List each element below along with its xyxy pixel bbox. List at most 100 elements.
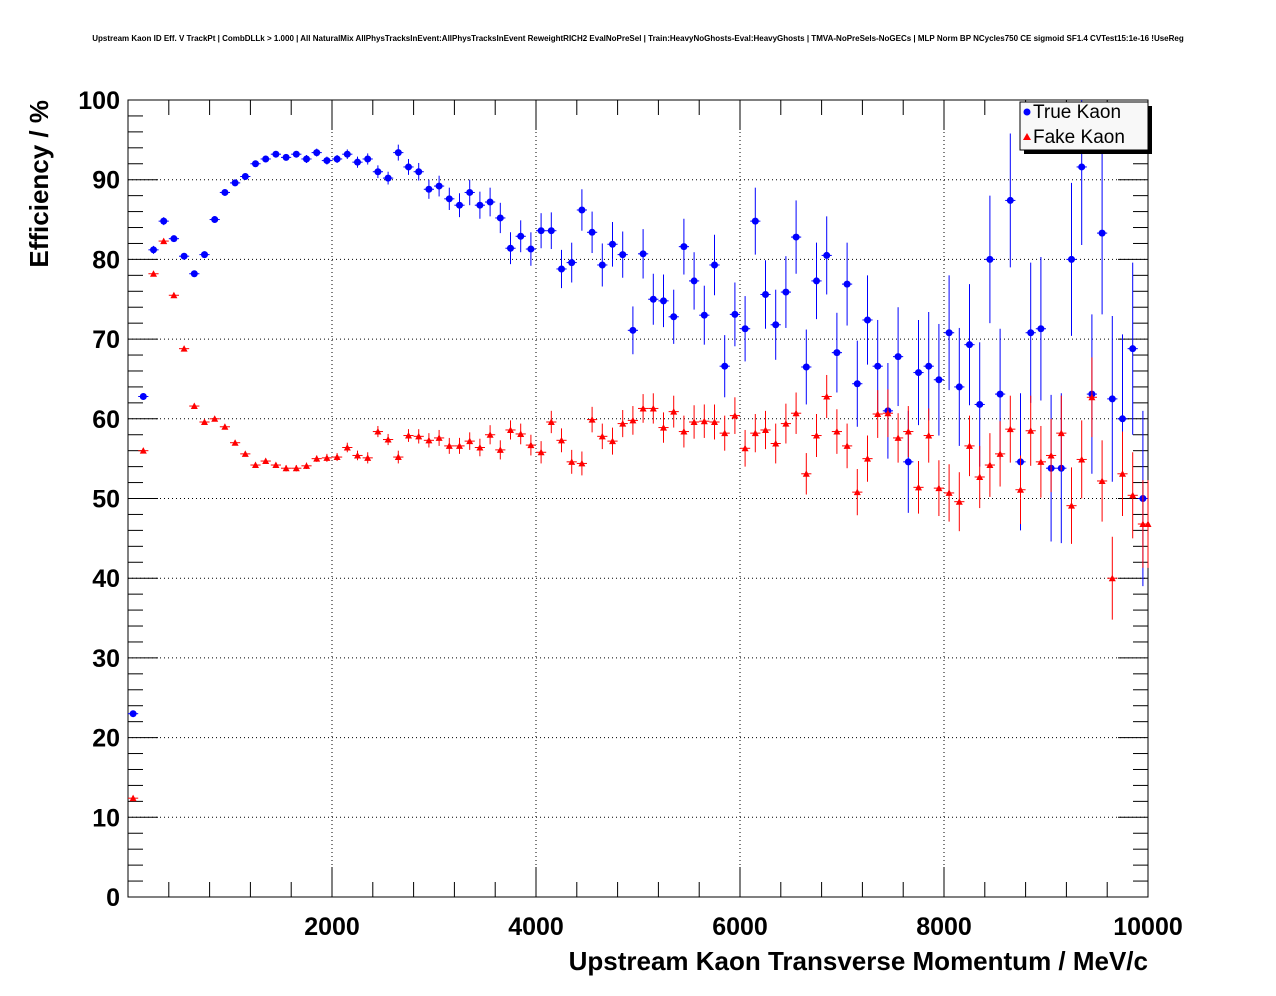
data-point: [660, 424, 667, 431]
data-point: [1027, 329, 1035, 337]
data-point: [1129, 345, 1137, 353]
data-point: [537, 227, 545, 235]
data-point: [629, 416, 637, 424]
plot-frame: [128, 100, 1148, 897]
data-point: [170, 291, 178, 299]
data-point: [1119, 470, 1126, 477]
data-point: [762, 426, 769, 433]
data-point: [160, 217, 168, 225]
data-point: [272, 461, 280, 469]
data-point: [466, 437, 474, 445]
data-point: [241, 450, 249, 457]
data-point: [456, 442, 463, 449]
x-tick-label: 2000: [304, 913, 360, 941]
data-point: [313, 455, 321, 462]
data-point: [823, 392, 831, 400]
data-point: [619, 420, 627, 427]
data-point: [721, 429, 729, 437]
data-point: [190, 270, 198, 278]
data-point: [150, 270, 157, 277]
data-point: [813, 432, 820, 439]
x-axis-title: Upstream Kaon Transverse Momentum / MeV/…: [569, 946, 1148, 976]
data-point: [486, 431, 494, 438]
data-point: [731, 412, 739, 419]
x-tick-label: 8000: [916, 913, 972, 941]
data-point: [874, 410, 882, 418]
data-point: [904, 428, 912, 435]
data-point: [231, 179, 239, 187]
data-point: [598, 432, 606, 440]
data-point: [955, 383, 963, 391]
data-point: [976, 473, 984, 480]
data-point: [853, 488, 861, 496]
legend-true-kaon-marker: [1023, 108, 1031, 116]
data-point: [558, 436, 565, 444]
data-point: [435, 182, 443, 190]
data-point: [813, 277, 820, 285]
data-point: [1119, 415, 1126, 423]
data-point: [262, 457, 270, 465]
data-point: [935, 484, 943, 492]
data-point: [201, 418, 208, 425]
data-point: [405, 163, 412, 171]
data-point: [609, 240, 616, 248]
data-point: [598, 261, 606, 269]
data-point: [1057, 429, 1065, 437]
data-point: [190, 402, 198, 410]
data-point: [405, 432, 412, 439]
data-point: [180, 345, 188, 352]
data-point: [1108, 395, 1116, 403]
data-point: [1068, 502, 1075, 509]
data-point: [690, 277, 698, 285]
data-point: [1006, 196, 1014, 204]
data-point: [231, 439, 239, 446]
data-point: [639, 404, 647, 412]
grid-layer: [128, 100, 1148, 897]
legend-true-kaon-label: True Kaon: [1033, 102, 1121, 123]
series-true-kaon: [128, 100, 1148, 718]
chart-title: Upstream Kaon ID Eff. V TrackPt | CombDL…: [92, 34, 1184, 43]
data-point: [833, 428, 841, 435]
data-layer: [128, 100, 1152, 802]
y-tick-label: 20: [92, 725, 120, 753]
data-point: [711, 261, 718, 269]
data-point: [129, 710, 137, 718]
data-point: [772, 440, 780, 447]
data-point: [955, 498, 963, 505]
data-point: [1129, 491, 1137, 499]
data-point: [751, 429, 759, 437]
data-point: [1098, 477, 1106, 484]
data-point: [476, 201, 484, 209]
data-point: [1017, 486, 1024, 493]
data-point: [527, 441, 535, 449]
data-point: [333, 453, 341, 461]
y-tick-label: 40: [92, 565, 120, 593]
data-point: [456, 201, 463, 209]
data-point: [364, 155, 372, 163]
y-tick-label: 50: [92, 486, 120, 514]
x-tick-label: 10000: [1113, 913, 1183, 941]
data-point: [915, 369, 922, 377]
data-point: [619, 251, 627, 259]
data-point: [1144, 520, 1152, 528]
data-point: [782, 288, 790, 296]
y-tick-label: 0: [106, 884, 120, 912]
data-point: [588, 228, 596, 236]
data-point: [180, 252, 188, 260]
data-point: [425, 436, 433, 444]
legend: True Kaon Fake Kaon: [1019, 101, 1152, 154]
data-point: [568, 259, 576, 267]
data-point: [415, 432, 423, 440]
data-point: [649, 295, 657, 303]
data-point: [741, 444, 749, 452]
data-point: [547, 418, 555, 425]
data-point: [547, 227, 555, 235]
y-tick-label: 100: [78, 87, 120, 115]
data-point: [292, 150, 300, 158]
data-point: [211, 415, 219, 422]
data-point: [221, 188, 229, 196]
legend-fake-kaon-label: Fake Kaon: [1033, 127, 1125, 148]
data-point: [292, 464, 300, 472]
y-tick-label: 70: [92, 326, 120, 354]
data-point: [670, 313, 678, 321]
